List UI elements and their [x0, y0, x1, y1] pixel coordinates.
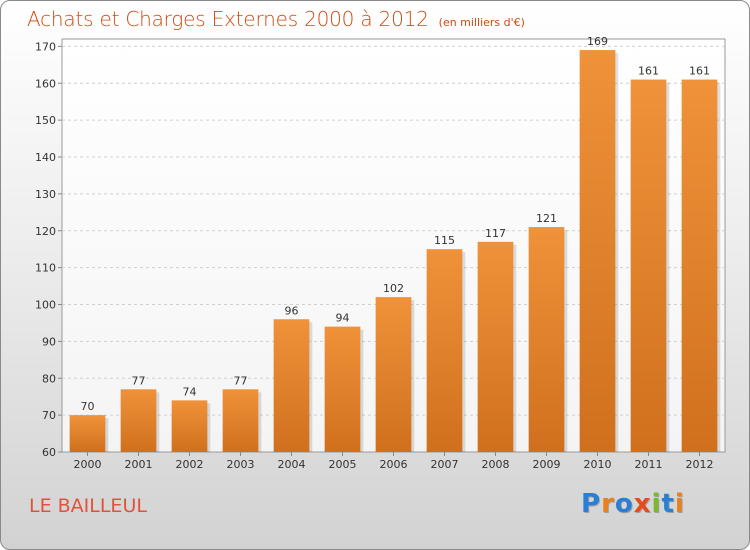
- x-tick-label: 2004: [278, 458, 306, 471]
- x-tick-label: 2006: [380, 458, 408, 471]
- y-tick-label: 100: [35, 299, 56, 312]
- x-tick-label: 2000: [74, 458, 102, 471]
- y-tick-label: 70: [42, 409, 56, 422]
- bar-value-label: 77: [132, 374, 146, 387]
- chart-subtitle: (en milliers d'€): [438, 16, 525, 29]
- y-tick-label: 150: [35, 114, 56, 127]
- bar-2000: [69, 415, 106, 452]
- bar-2005: [324, 326, 361, 452]
- bar-value-label: 115: [434, 234, 455, 247]
- bars: [69, 50, 721, 452]
- bar-2011: [630, 79, 667, 452]
- bar-value-label: 77: [234, 374, 248, 387]
- bar-value-label: 96: [285, 304, 299, 317]
- bar-value-label: 121: [536, 212, 557, 225]
- y-tick-label: 160: [35, 77, 56, 90]
- x-tick-label: 2012: [686, 458, 714, 471]
- bar-value-label: 102: [383, 282, 404, 295]
- chart-title-block: Achats et Charges Externes 2000 à 2012 (e…: [27, 7, 525, 31]
- bar-value-label: 161: [638, 65, 659, 78]
- logo-letter: x: [633, 489, 652, 519]
- x-tick-label: 2002: [176, 458, 204, 471]
- x-tick-label: 2011: [635, 458, 663, 471]
- y-tick-label: 80: [42, 372, 56, 385]
- logo-letter: t: [661, 489, 675, 519]
- bar-value-label: 117: [485, 227, 506, 240]
- y-tick-label: 120: [35, 225, 56, 238]
- bar-2008: [477, 241, 514, 452]
- logo-letter: i: [651, 489, 662, 519]
- x-tick-label: 2007: [431, 458, 459, 471]
- x-tick-label: 2010: [584, 458, 612, 471]
- bar-2001: [120, 389, 157, 452]
- bar-2010: [579, 50, 616, 452]
- y-tick-label: 60: [42, 446, 56, 459]
- logo-letter: P: [581, 489, 602, 519]
- logo-letter: o: [614, 489, 634, 519]
- bar-2007: [426, 249, 463, 452]
- x-tick-label: 2005: [329, 458, 357, 471]
- y-tick-label: 90: [42, 335, 56, 348]
- bar-value-label: 94: [336, 312, 350, 325]
- bar-2004: [273, 319, 310, 452]
- bar-value-label: 74: [183, 385, 197, 398]
- bar-value-label: 161: [689, 65, 710, 78]
- y-tick-label: 110: [35, 262, 56, 275]
- logo-letter: r: [601, 489, 615, 519]
- y-tick-label: 170: [35, 40, 56, 53]
- chart-title: Achats et Charges Externes 2000 à 2012: [27, 7, 429, 31]
- bar-2003: [222, 389, 259, 452]
- labels: 60 70 80 90 100 110 120 130 140 150 160 170 70 2000 77…: [35, 35, 714, 471]
- logo-letter: i: [674, 489, 685, 519]
- proxiti-logo: Proxiti: [581, 489, 685, 519]
- y-tick-label: 140: [35, 151, 56, 164]
- x-tick-label: 2008: [482, 458, 510, 471]
- bar-2002: [171, 400, 208, 452]
- commune-name: LE BAILLEUL: [29, 495, 147, 517]
- y-tick-label: 130: [35, 188, 56, 201]
- bar-value-label: 70: [81, 400, 95, 413]
- x-tick-label: 2003: [227, 458, 255, 471]
- x-tick-label: 2001: [125, 458, 153, 471]
- x-tick-label: 2009: [533, 458, 561, 471]
- bar-2012: [681, 79, 718, 452]
- bar-2009: [528, 227, 565, 452]
- bar-2006: [375, 297, 412, 452]
- bar-value-label: 169: [587, 35, 608, 48]
